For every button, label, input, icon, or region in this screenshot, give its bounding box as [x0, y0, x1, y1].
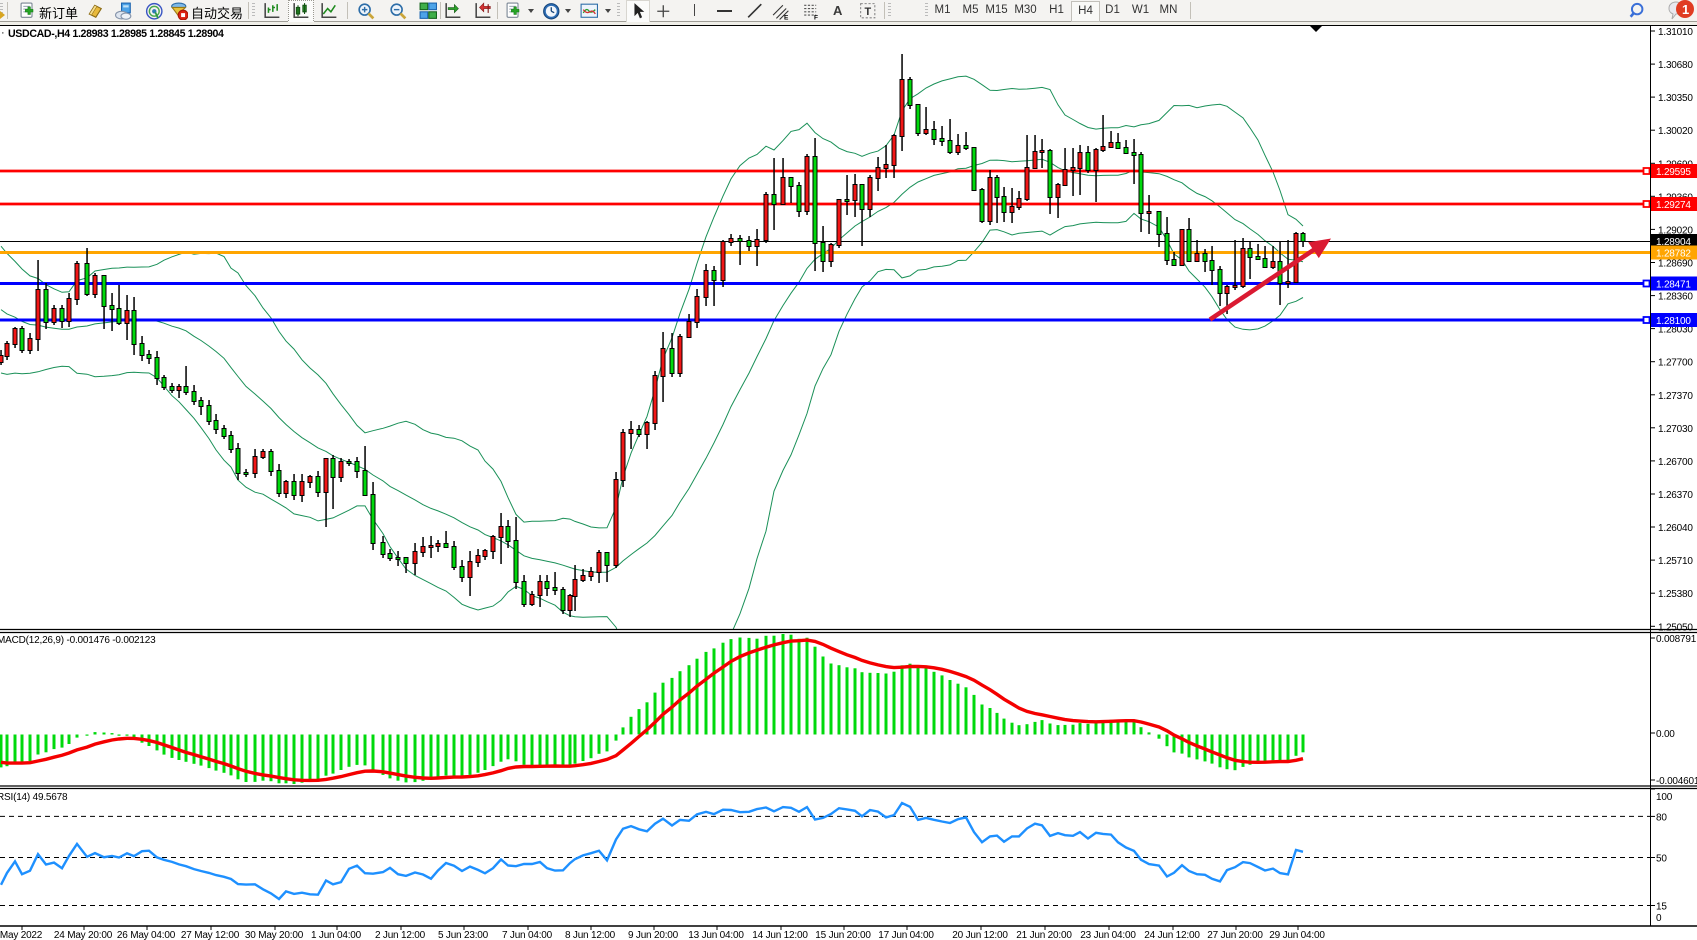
svg-text:1.28782: 1.28782: [1656, 249, 1691, 260]
svg-text:1.26370: 1.26370: [1658, 490, 1693, 501]
svg-text:17 Jun 04:00: 17 Jun 04:00: [878, 930, 934, 940]
svg-text:0.00: 0.00: [1656, 729, 1675, 740]
svg-text:26 May 04:00: 26 May 04:00: [117, 930, 176, 940]
svg-text:1.31010: 1.31010: [1658, 27, 1693, 38]
svg-text:1.28690: 1.28690: [1658, 259, 1693, 270]
svg-text:1.27030: 1.27030: [1658, 424, 1693, 435]
svg-text:13 Jun 04:00: 13 Jun 04:00: [688, 930, 744, 940]
svg-text:E: E: [784, 14, 789, 20]
svg-text:May 2022: May 2022: [0, 930, 43, 940]
svg-text:1.25050: 1.25050: [1658, 622, 1693, 633]
svg-text:-0.004601: -0.004601: [1656, 776, 1697, 787]
svg-text:24 Jun 12:00: 24 Jun 12:00: [1144, 930, 1200, 940]
svg-text:F: F: [814, 14, 818, 20]
svg-text:1 Jun 04:00: 1 Jun 04:00: [311, 930, 362, 940]
svg-text:1.25710: 1.25710: [1658, 556, 1693, 567]
svg-text:100: 100: [1656, 792, 1673, 803]
svg-text:20 Jun 12:00: 20 Jun 12:00: [952, 930, 1008, 940]
svg-text:0.008791: 0.008791: [1656, 634, 1697, 645]
svg-text:80: 80: [1656, 812, 1667, 823]
svg-text:1.29595: 1.29595: [1656, 167, 1691, 178]
svg-text:1.28100: 1.28100: [1656, 316, 1691, 327]
svg-text:29 Jun 04:00: 29 Jun 04:00: [1269, 930, 1325, 940]
svg-text:9 Jun 20:00: 9 Jun 20:00: [628, 930, 679, 940]
svg-text:27 May 12:00: 27 May 12:00: [181, 930, 240, 940]
svg-text:8 Jun 12:00: 8 Jun 12:00: [565, 930, 616, 940]
svg-text:1.30350: 1.30350: [1658, 93, 1693, 104]
svg-text:1.27700: 1.27700: [1658, 358, 1693, 369]
svg-text:15: 15: [1656, 902, 1667, 913]
svg-text:5 Jun 23:00: 5 Jun 23:00: [438, 930, 489, 940]
svg-text:1.26040: 1.26040: [1658, 523, 1693, 534]
svg-text:1.28360: 1.28360: [1658, 292, 1693, 303]
svg-text:1.26700: 1.26700: [1658, 457, 1693, 468]
svg-text:24 May 20:00: 24 May 20:00: [54, 930, 113, 940]
svg-text:23 Jun 04:00: 23 Jun 04:00: [1080, 930, 1136, 940]
svg-text:14 Jun 12:00: 14 Jun 12:00: [752, 930, 808, 940]
svg-text:15 Jun 20:00: 15 Jun 20:00: [815, 930, 871, 940]
svg-text:27 Jun 20:00: 27 Jun 20:00: [1207, 930, 1263, 940]
svg-text:21 Jun 20:00: 21 Jun 20:00: [1016, 930, 1072, 940]
svg-text:RSI(14) 49.5678: RSI(14) 49.5678: [0, 792, 68, 803]
svg-text:30 May 20:00: 30 May 20:00: [245, 930, 304, 940]
svg-text:T: T: [864, 6, 871, 18]
svg-text:1.30680: 1.30680: [1658, 60, 1693, 71]
svg-text:1.27370: 1.27370: [1658, 391, 1693, 402]
svg-text:0: 0: [1656, 913, 1662, 924]
svg-text:50: 50: [1656, 854, 1667, 865]
svg-text:USDCAD-,H4 1.28983 1.28985 1.: USDCAD-,H4 1.28983 1.28985 1.28845 1.289…: [8, 28, 224, 40]
svg-text:1.29020: 1.29020: [1658, 225, 1693, 236]
svg-text:MACD(12,26,9) -0.001476 -0.002: MACD(12,26,9) -0.001476 -0.002123: [0, 635, 156, 646]
svg-text:7 Jun 04:00: 7 Jun 04:00: [502, 930, 553, 940]
svg-text:1.28904: 1.28904: [1656, 237, 1691, 248]
svg-text:1.28030: 1.28030: [1658, 325, 1693, 336]
svg-text:1: 1: [1682, 2, 1689, 17]
svg-text:1.28471: 1.28471: [1656, 280, 1691, 291]
svg-text:1.29274: 1.29274: [1656, 200, 1691, 211]
svg-text:1.25380: 1.25380: [1658, 589, 1693, 600]
svg-text:2 Jun 12:00: 2 Jun 12:00: [375, 930, 426, 940]
svg-text:1.30020: 1.30020: [1658, 126, 1693, 137]
svg-text:·: ·: [1, 27, 5, 39]
